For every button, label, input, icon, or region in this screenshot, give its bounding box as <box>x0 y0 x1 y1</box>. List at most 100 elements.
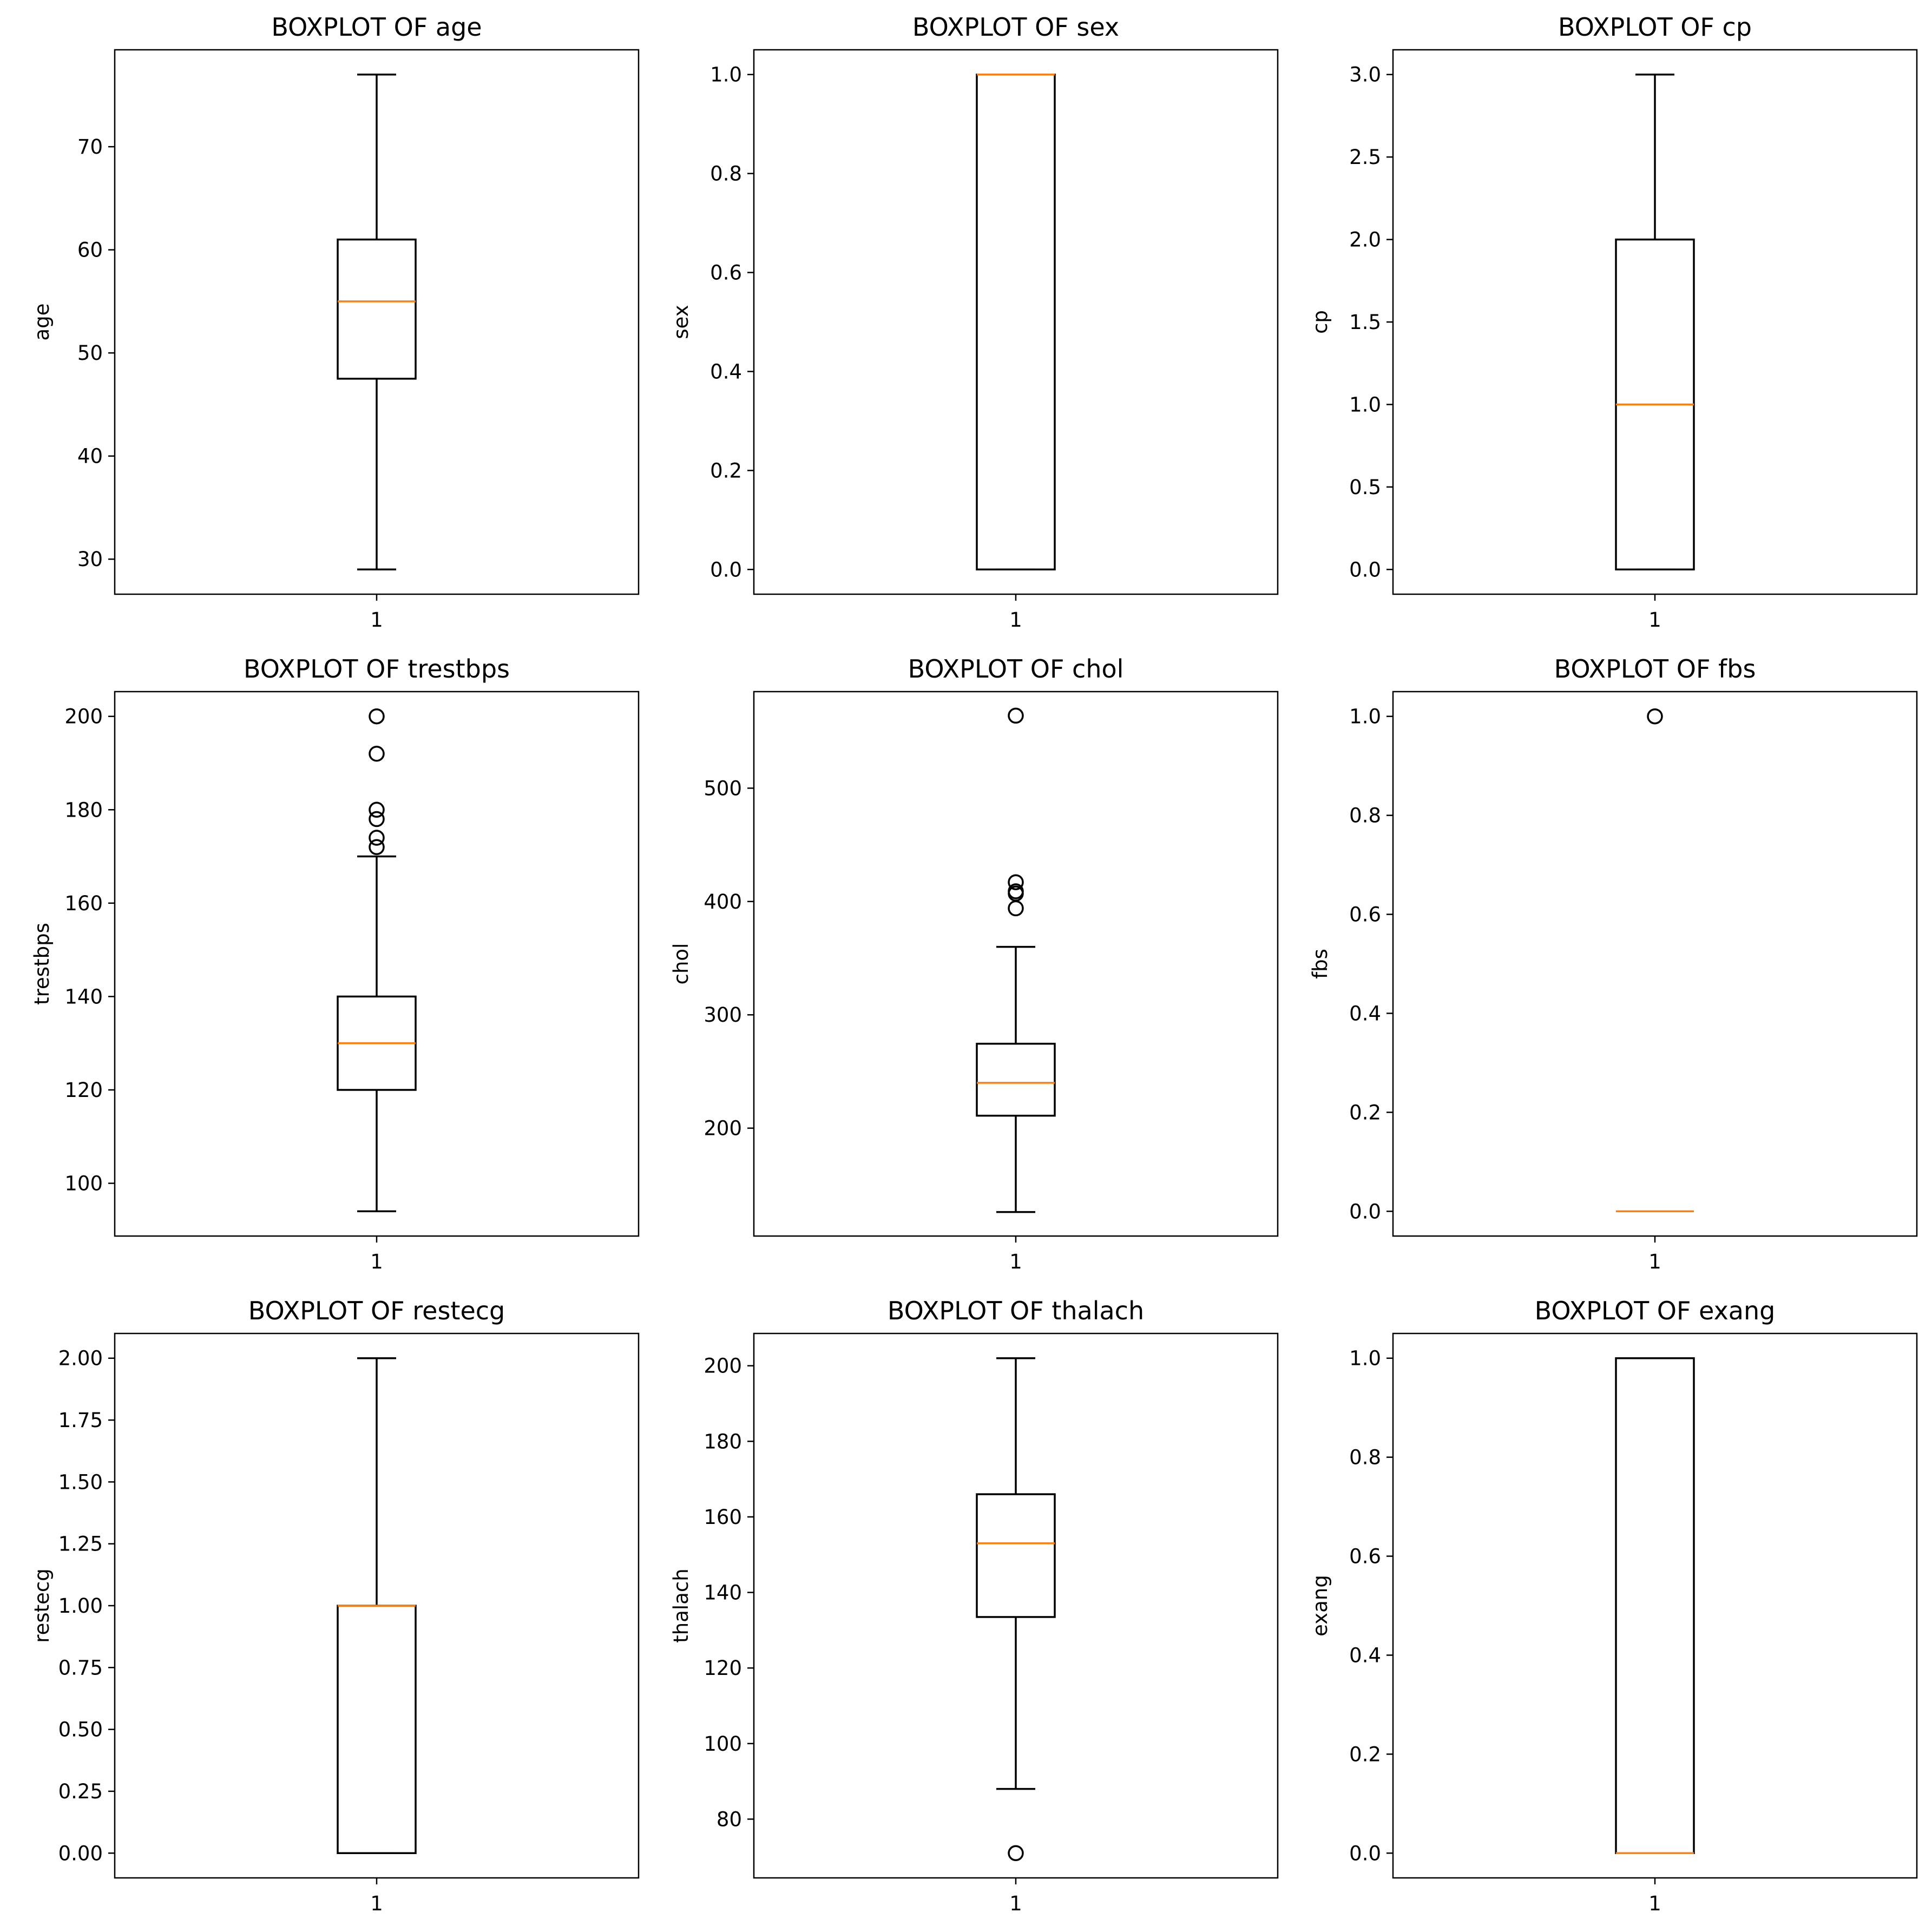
y-tick-label: 100 <box>704 1732 742 1756</box>
y-axis-label: thalach <box>669 1568 693 1642</box>
y-tick-label: 1.5 <box>1349 311 1381 334</box>
outlier-point <box>1008 1845 1024 1862</box>
y-tick-label: 1.0 <box>1349 1347 1381 1370</box>
y-tick-label: 2.00 <box>58 1347 103 1370</box>
y-tick-label: 400 <box>704 890 742 914</box>
subplot-title: BOXPLOT OF chol <box>908 654 1124 684</box>
y-tick-label: 120 <box>64 1079 103 1102</box>
subplot-3: BOXPLOT OF cp cp 0.0 0.5 1.0 1.5 2.0 2.5 3.0 1 <box>1309 12 1918 632</box>
outlier-point <box>1008 707 1024 724</box>
y-tick-label: 80 <box>717 1808 742 1831</box>
axes-frame <box>753 691 1279 1237</box>
subplot-2: BOXPLOT OF sex sex 0.0 0.2 0.4 0.6 0.8 1.0 1 <box>669 12 1279 632</box>
axes-frame <box>1392 49 1918 595</box>
subplot-6: BOXPLOT OF fbs fbs 0.0 0.2 0.4 0.6 0.8 1.0 1 <box>1309 654 1918 1273</box>
y-tick-label: 3.0 <box>1349 63 1381 87</box>
y-tick-label: 0.4 <box>710 360 742 383</box>
y-tick-label: 1.0 <box>1349 393 1381 416</box>
outlier-point <box>1008 874 1024 890</box>
y-tick-label: 1.25 <box>58 1533 103 1556</box>
y-tick-label: 70 <box>77 135 103 159</box>
y-axis-label: sex <box>669 305 693 339</box>
y-tick-label: 0.25 <box>58 1780 103 1803</box>
box-plot <box>1615 73 1695 571</box>
y-tick-label: 2.0 <box>1349 228 1381 252</box>
axes-frame <box>1392 691 1918 1237</box>
x-tick-label: 1 <box>370 1250 383 1273</box>
y-tick-label: 1.50 <box>58 1470 103 1494</box>
y-tick-label: 180 <box>704 1430 742 1453</box>
y-tick-label: 0.8 <box>1349 804 1381 827</box>
y-tick-label: 200 <box>64 705 103 728</box>
y-tick-label: 50 <box>77 341 103 365</box>
box-plot <box>976 707 1056 1213</box>
outlier-point <box>369 811 385 827</box>
subplot-1: BOXPLOT OF age age 30 40 50 60 70 1 <box>30 12 640 632</box>
y-tick-label: 0.0 <box>1349 1842 1381 1865</box>
x-tick-label: 1 <box>1009 1250 1022 1273</box>
y-tick-label: 0.2 <box>1349 1101 1381 1124</box>
subplot-7: BOXPLOT OF restecg restecg 0.00 0.25 0.50 0.7… <box>30 1296 640 1915</box>
y-tick-label: 0.0 <box>1349 558 1381 581</box>
iqr-box <box>976 1493 1056 1618</box>
outlier-point <box>1647 708 1663 725</box>
outlier-point <box>369 830 385 846</box>
y-tick-label: 0.5 <box>1349 476 1381 499</box>
y-axis-label: trestbps <box>30 923 54 1005</box>
outlier-point <box>369 708 385 725</box>
axes-frame <box>114 1332 640 1879</box>
y-tick-label: 0.4 <box>1349 1644 1381 1667</box>
y-axis-label: fbs <box>1309 949 1332 979</box>
y-tick-label: 0.8 <box>1349 1446 1381 1469</box>
x-tick-label: 1 <box>370 608 383 632</box>
x-tick-label: 1 <box>1009 608 1022 632</box>
outlier-point <box>369 839 385 856</box>
y-tick-label: 500 <box>704 777 742 800</box>
y-tick-label: 0.00 <box>58 1842 103 1865</box>
y-tick-label: 0.0 <box>1349 1200 1381 1223</box>
box-plot <box>976 1357 1056 1862</box>
y-tick-label: 0.8 <box>710 162 742 186</box>
subplot-9: BOXPLOT OF exang exang 0.0 0.2 0.4 0.6 0.8 1.0 1 <box>1309 1296 1918 1915</box>
subplot-title: BOXPLOT OF exang <box>1535 1296 1776 1325</box>
box-plot <box>1615 1357 1695 1855</box>
y-tick-label: 200 <box>704 1117 742 1140</box>
subplot-title: BOXPLOT OF cp <box>1558 12 1752 42</box>
y-tick-label: 1.75 <box>58 1409 103 1432</box>
y-tick-label: 180 <box>64 798 103 822</box>
subplot-title: BOXPLOT OF trestbps <box>244 654 510 684</box>
y-tick-label: 0.6 <box>1349 1545 1381 1568</box>
y-tick-label: 0.2 <box>710 459 742 482</box>
y-tick-label: 0.2 <box>1349 1743 1381 1766</box>
iqr-box <box>337 238 417 380</box>
y-tick-label: 140 <box>704 1581 742 1605</box>
box-plot <box>976 73 1056 571</box>
axes-frame <box>1392 1332 1918 1879</box>
y-tick-label: 0.6 <box>1349 903 1381 926</box>
subplot-title: BOXPLOT OF sex <box>912 12 1119 42</box>
x-tick-label: 1 <box>370 1892 383 1915</box>
y-tick-label: 0.4 <box>1349 1002 1381 1025</box>
y-tick-label: 1.0 <box>1349 705 1381 728</box>
iqr-box <box>976 1042 1056 1117</box>
y-axis-label: chol <box>669 943 693 985</box>
box-plot <box>1616 708 1694 1213</box>
y-axis-label: cp <box>1309 310 1332 334</box>
outlier-point <box>369 745 385 762</box>
y-axis-label: age <box>30 304 54 341</box>
box-plot <box>337 708 417 1213</box>
axes-frame <box>114 691 640 1237</box>
x-tick-label: 1 <box>1648 608 1661 632</box>
x-tick-label: 1 <box>1648 1892 1661 1915</box>
y-tick-label: 60 <box>77 239 103 262</box>
x-tick-label: 1 <box>1648 1250 1661 1273</box>
y-tick-label: 200 <box>704 1355 742 1378</box>
subplot-8: BOXPLOT OF thalach thalach 80 100 120 140 160 1… <box>669 1296 1279 1915</box>
subplot-title: BOXPLOT OF age <box>271 12 482 42</box>
y-tick-label: 300 <box>704 1003 742 1027</box>
y-tick-label: 0.0 <box>710 558 742 581</box>
y-tick-label: 140 <box>64 985 103 1008</box>
